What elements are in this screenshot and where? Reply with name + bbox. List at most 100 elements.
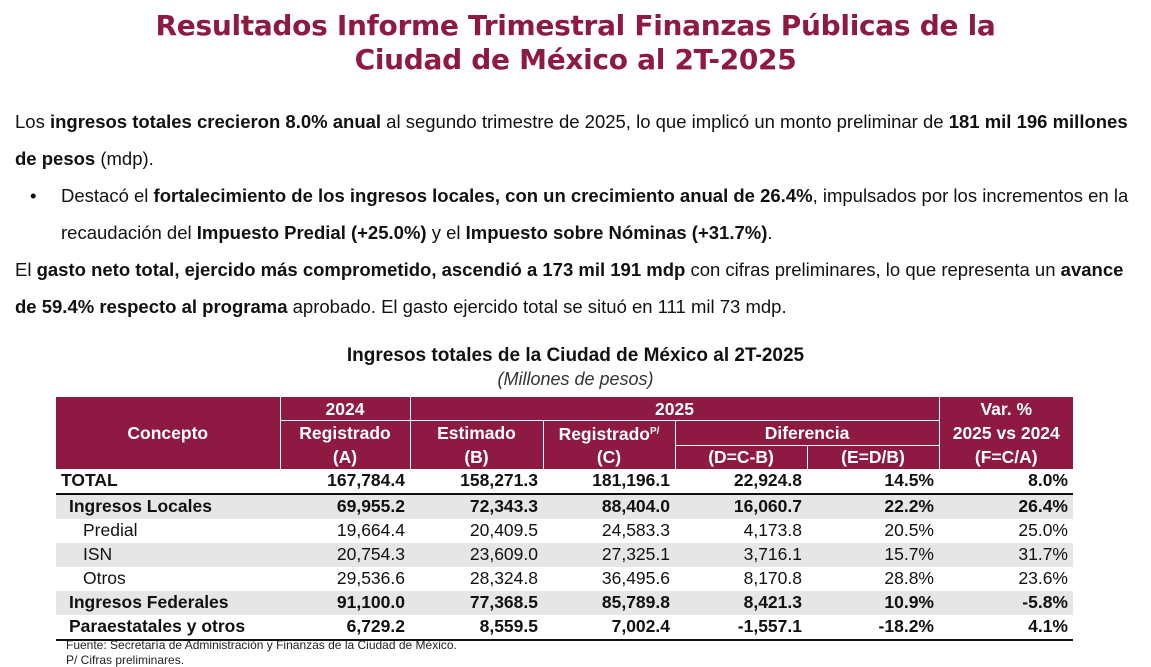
paragraph-gasto: El gasto neto total, ejercido más compro… xyxy=(15,251,1137,325)
table-row-ingresos-federales: Ingresos Federales 91,100.0 77,368.5 85,… xyxy=(56,590,1073,615)
cell-a: 20,754.3 xyxy=(280,542,410,567)
header-2025: 2025 xyxy=(409,397,939,421)
header-2024: 2024 xyxy=(279,397,410,421)
table-subcaption: (Millones de pesos) xyxy=(497,369,654,389)
bold-text: ingresos totales crecieron 8.0% anual xyxy=(49,111,382,132)
cell-e: 28.8% xyxy=(884,568,934,588)
table-caption: Ingresos totales de la Ciudad de México … xyxy=(346,345,805,366)
page-title: Resultados Informe Trimestral Finanzas P… xyxy=(0,9,1151,77)
bold-text: 181 mil 196 millones de pesos xyxy=(15,111,1128,169)
header-a: (A) xyxy=(279,445,410,469)
header-var-sub: 2025 vs 2024 xyxy=(938,420,1073,445)
table-row-isn: ISN 20,754.3 23,609.0 27,325.1 3,716.1 1… xyxy=(56,542,1073,567)
cell-a: 69,955.2 xyxy=(280,493,410,519)
cell-c: 181,196.1 xyxy=(543,468,675,495)
text: El xyxy=(15,259,37,280)
cell-concepto: Ingresos Locales xyxy=(56,493,280,519)
header-b: (B) xyxy=(409,445,543,469)
bold-text: Impuesto sobre Nóminas (+31.7%) xyxy=(465,222,768,243)
bold-text: fortalecimiento de los ingresos locales,… xyxy=(153,185,813,206)
bullet-icon: • xyxy=(30,185,37,206)
cell-c: 24,583.3 xyxy=(601,520,670,540)
cell-concepto: TOTAL xyxy=(56,468,280,495)
cell-d: 22,924.8 xyxy=(675,468,807,495)
table-row-ingresos-locales: Ingresos Locales 69,955.2 72,343.3 88,40… xyxy=(56,493,1073,519)
cell-b: 23,609.0 xyxy=(410,542,543,567)
header-diferencia: Diferencia xyxy=(674,420,939,446)
registrado-label: Registrado xyxy=(558,424,650,444)
header-e: (E=D/B) xyxy=(806,445,939,469)
text: al segundo trimestre de 2025, lo que imp… xyxy=(381,111,949,132)
cell-b: 28,324.8 xyxy=(469,568,538,588)
cell-f: 25.0% xyxy=(1018,520,1068,540)
header-registrado-2025: RegistradoP/ xyxy=(542,420,675,445)
text: Los xyxy=(15,111,50,132)
paragraph-ingresos: Los ingresos totales crecieron 8.0% anua… xyxy=(15,103,1137,177)
cell-d: 16,060.7 xyxy=(675,493,807,519)
income-table: Concepto 2024 2025 Var. % Registrado Est… xyxy=(56,397,1073,641)
table-row-predial: Predial 19,664.4 20,409.5 24,583.3 4,173… xyxy=(56,519,1073,543)
cell-e: 22.2% xyxy=(807,493,939,519)
bold-text: avance de 59.4% respecto al programa xyxy=(15,259,1124,317)
cell-d: 8,170.8 xyxy=(743,568,802,588)
cell-c: 27,325.1 xyxy=(543,542,675,567)
cell-d: 3,716.1 xyxy=(675,542,807,567)
cell-c: 7,002.4 xyxy=(543,614,675,641)
cell-d: 4,173.8 xyxy=(743,520,802,540)
cell-d: 8,421.3 xyxy=(675,590,807,615)
cell-a: 6,729.2 xyxy=(280,614,410,641)
cell-f: 8.0% xyxy=(939,468,1073,495)
header-estimado: Estimado xyxy=(409,420,543,445)
cell-b: 158,271.3 xyxy=(410,468,543,495)
cell-a: 91,100.0 xyxy=(280,590,410,615)
text: , impulsados por los incrementos en la r… xyxy=(61,185,1129,243)
cell-concepto: Predial xyxy=(83,520,138,540)
header-d: (D=C-B) xyxy=(674,445,807,469)
cell-b: 77,368.5 xyxy=(410,590,543,615)
cell-a: 19,664.4 xyxy=(336,520,405,540)
cell-b: 72,343.3 xyxy=(410,493,543,519)
cell-concepto: Paraestatales y otros xyxy=(56,614,280,641)
cell-b: 8,559.5 xyxy=(410,614,543,641)
header-registrado-2024: Registrado xyxy=(279,420,410,445)
text: Destacó el xyxy=(61,185,154,206)
table-row-paraestatales: Paraestatales y otros 6,729.2 8,559.5 7,… xyxy=(56,614,1073,641)
table-row-total: TOTAL 167,784.4 158,271.3 181,196.1 22,9… xyxy=(56,468,1073,495)
cell-e: 14.5% xyxy=(807,468,939,495)
preliminary-mark: P/ xyxy=(649,426,660,437)
cell-c: 85,789.8 xyxy=(543,590,675,615)
cell-concepto: ISN xyxy=(56,542,280,567)
table-row-otros: Otros 29,536.6 28,324.8 36,495.6 8,170.8… xyxy=(56,567,1073,591)
bold-text: Impuesto Predial (+25.0%) xyxy=(196,222,427,243)
cell-e: 10.9% xyxy=(807,590,939,615)
table-note: P/ Cifras preliminares. xyxy=(66,653,185,667)
cell-c: 88,404.0 xyxy=(543,493,675,519)
cell-concepto: Ingresos Federales xyxy=(56,590,280,615)
title-line-1: Resultados Informe Trimestral Finanzas P… xyxy=(155,9,996,42)
cell-b: 20,409.5 xyxy=(469,520,538,540)
header-c: (C) xyxy=(542,445,675,469)
cell-e: -18.2% xyxy=(807,614,939,641)
cell-a: 29,536.6 xyxy=(336,568,405,588)
cell-d: -1,557.1 xyxy=(675,614,807,641)
cell-e: 20.5% xyxy=(884,520,934,540)
cell-concepto: Otros xyxy=(83,568,126,588)
header-f: (F=C/A) xyxy=(938,445,1073,469)
cell-f: 23.6% xyxy=(1018,568,1068,588)
text: y el xyxy=(426,222,466,243)
cell-f: 4.1% xyxy=(939,614,1073,641)
cell-f: 26.4% xyxy=(939,493,1073,519)
text: . xyxy=(767,222,773,243)
header-var: Var. % xyxy=(938,397,1073,421)
cell-e: 15.7% xyxy=(807,542,939,567)
cell-f: -5.8% xyxy=(939,590,1073,615)
cell-f: 31.7% xyxy=(939,542,1073,567)
cell-c: 36,495.6 xyxy=(601,568,670,588)
bullet-text-ingresos-locales: Destacó el fortalecimiento de los ingres… xyxy=(61,177,1137,251)
text: aprobado. El gasto ejercido total se sit… xyxy=(287,296,787,317)
header-concepto: Concepto xyxy=(56,397,280,469)
bold-text: gasto neto total, ejercido más compromet… xyxy=(36,259,686,280)
text: (mdp). xyxy=(95,148,154,169)
cell-a: 167,784.4 xyxy=(280,468,410,495)
text: con cifras preliminares, lo que represen… xyxy=(685,259,1061,280)
